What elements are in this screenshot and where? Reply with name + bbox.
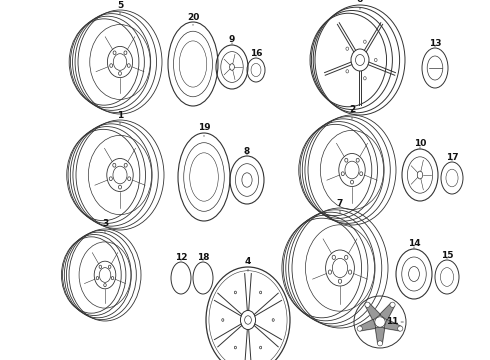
Text: 4: 4	[245, 257, 251, 271]
Text: 19: 19	[197, 123, 210, 136]
Text: 2: 2	[349, 105, 355, 120]
Polygon shape	[359, 319, 376, 331]
Circle shape	[398, 326, 403, 331]
Text: 11: 11	[386, 318, 403, 327]
Text: 10: 10	[414, 139, 426, 148]
Text: 5: 5	[117, 0, 123, 14]
Text: 8: 8	[244, 147, 250, 156]
Text: 13: 13	[429, 39, 441, 48]
Circle shape	[357, 326, 362, 331]
Polygon shape	[380, 303, 394, 320]
Text: 3: 3	[102, 220, 108, 233]
Text: 17: 17	[446, 153, 458, 162]
Text: 14: 14	[408, 239, 420, 248]
Text: 6: 6	[357, 0, 363, 9]
Circle shape	[365, 302, 370, 307]
Text: 9: 9	[229, 36, 235, 45]
Polygon shape	[375, 328, 385, 343]
Polygon shape	[366, 303, 380, 320]
Circle shape	[375, 317, 385, 327]
Text: 7: 7	[337, 198, 343, 213]
Text: 1: 1	[117, 111, 123, 125]
Text: 20: 20	[187, 13, 199, 25]
Text: 16: 16	[250, 49, 262, 58]
Text: 15: 15	[441, 251, 453, 260]
Circle shape	[377, 341, 383, 346]
Text: 12: 12	[175, 252, 187, 261]
Circle shape	[390, 302, 395, 307]
Polygon shape	[384, 319, 401, 331]
Text: 18: 18	[197, 252, 209, 261]
